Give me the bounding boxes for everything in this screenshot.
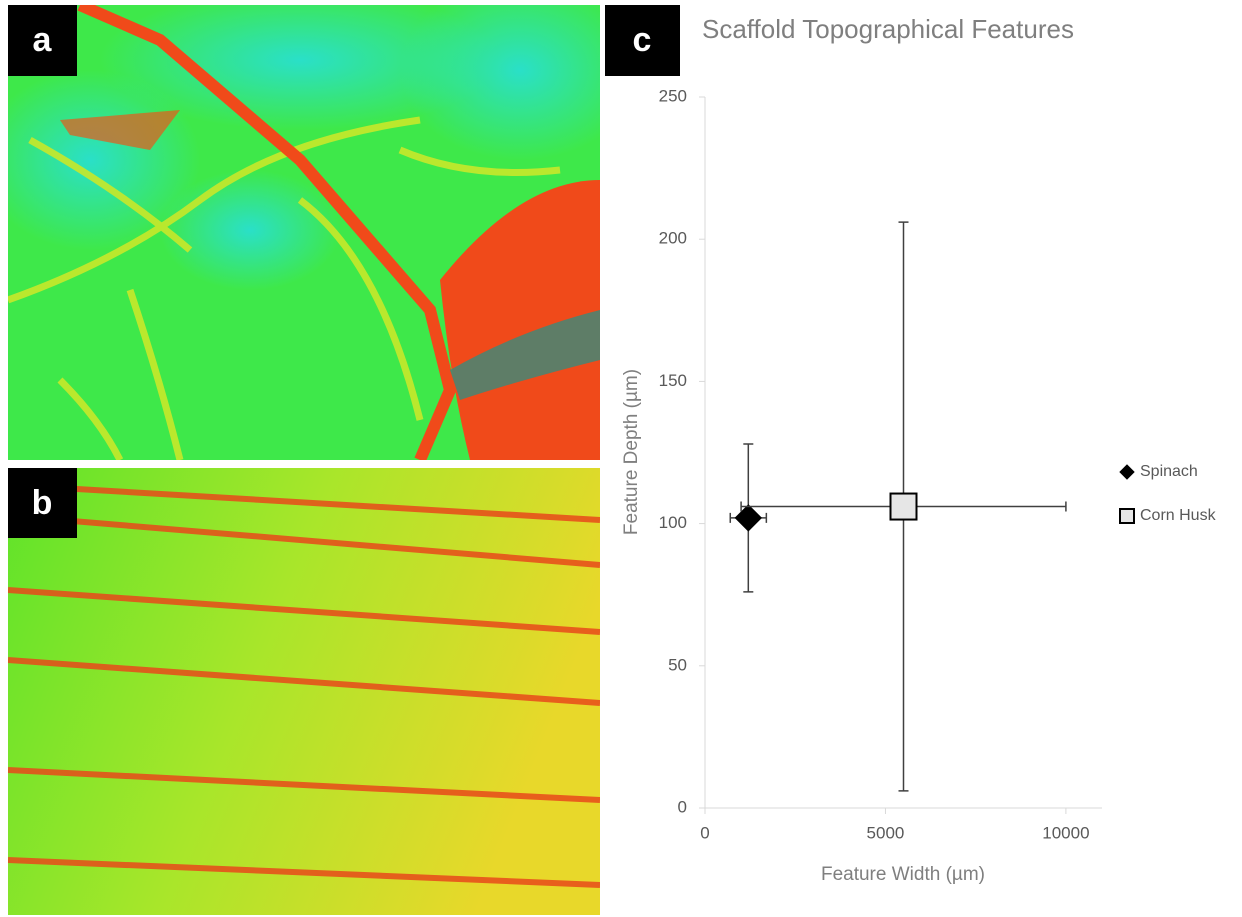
y-tick-label: 150 <box>659 371 687 390</box>
image-a <box>0 0 640 460</box>
y-axis-label: Feature Depth (µm) <box>621 369 642 535</box>
y-tick-label: 50 <box>668 655 687 674</box>
legend-label: Spinach <box>1140 463 1198 480</box>
x-axis-label: Feature Width (µm) <box>821 864 985 885</box>
image-b <box>8 468 600 915</box>
point <box>891 494 917 520</box>
y-tick-label: 0 <box>678 797 687 816</box>
y-tick-label: 200 <box>659 229 687 248</box>
x-tick-label: 5000 <box>867 823 905 842</box>
y-tick-label: 250 <box>659 86 687 105</box>
legend-marker <box>1120 509 1134 523</box>
panel-label: b <box>32 484 53 522</box>
point <box>735 505 761 531</box>
legend-marker <box>1120 465 1134 479</box>
panel-label: c <box>633 21 652 59</box>
x-tick-label: 0 <box>700 823 709 842</box>
y-tick-label: 100 <box>659 513 687 532</box>
page: a b c Scaffold Topographical Features Fe… <box>0 0 1242 917</box>
figure: a b c Scaffold Topographical Features Fe… <box>0 0 1242 917</box>
panel-label: a <box>33 21 53 59</box>
legend-label: Corn Husk <box>1140 507 1217 524</box>
x-tick-label: 10000 <box>1042 823 1089 842</box>
chart-title: Scaffold Topographical Features <box>702 14 1074 44</box>
